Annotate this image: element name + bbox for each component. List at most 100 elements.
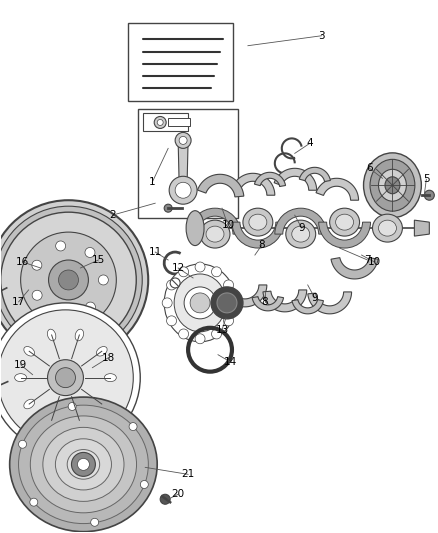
Circle shape [0,303,140,453]
Circle shape [85,302,95,312]
Ellipse shape [164,264,236,342]
Ellipse shape [24,346,35,356]
Circle shape [0,200,148,360]
Circle shape [59,270,78,290]
Ellipse shape [364,153,421,217]
Circle shape [0,206,142,354]
Circle shape [18,440,27,448]
Text: 8: 8 [261,297,268,307]
Ellipse shape [378,220,396,236]
Ellipse shape [249,214,267,230]
Circle shape [217,293,237,313]
Ellipse shape [292,226,310,242]
Circle shape [49,260,88,300]
Ellipse shape [174,274,226,332]
Circle shape [68,402,76,410]
Text: 16: 16 [16,257,29,267]
Ellipse shape [47,415,56,426]
Circle shape [184,287,216,319]
Text: 13: 13 [215,325,229,335]
Text: 14: 14 [223,357,237,367]
Circle shape [160,494,170,504]
Circle shape [170,278,180,288]
Circle shape [56,241,66,251]
Circle shape [166,316,177,326]
Polygon shape [316,178,359,200]
Circle shape [1,212,136,348]
Bar [143,114,188,132]
Ellipse shape [372,214,403,242]
Circle shape [179,267,189,277]
Text: 4: 4 [307,139,313,148]
Circle shape [169,176,197,204]
Polygon shape [292,300,323,314]
Text: 20: 20 [172,489,185,499]
Circle shape [91,518,99,526]
Circle shape [175,132,191,148]
Circle shape [211,287,243,319]
Circle shape [195,262,205,272]
Ellipse shape [206,226,224,242]
Text: 9: 9 [311,293,318,303]
Wedge shape [189,208,241,234]
Circle shape [56,309,66,319]
Circle shape [179,329,189,339]
Polygon shape [308,292,352,314]
Ellipse shape [96,346,107,356]
Circle shape [228,298,238,308]
Circle shape [212,329,222,339]
Circle shape [162,298,172,308]
Circle shape [424,190,434,200]
Circle shape [99,275,108,285]
Circle shape [223,316,233,326]
Ellipse shape [186,211,204,246]
Text: 11: 11 [148,247,162,257]
Ellipse shape [75,329,84,341]
Text: 8: 8 [258,240,265,250]
Ellipse shape [330,208,360,236]
Text: 9: 9 [298,223,305,233]
Text: 2: 2 [109,210,116,220]
Ellipse shape [67,449,100,479]
Bar [138,109,238,218]
Circle shape [85,247,95,257]
Ellipse shape [286,220,316,248]
Polygon shape [274,168,317,190]
Circle shape [140,480,148,488]
Circle shape [179,136,187,144]
Ellipse shape [75,415,84,426]
Ellipse shape [200,220,230,248]
Polygon shape [232,173,275,195]
Ellipse shape [14,374,27,382]
Text: 10: 10 [221,220,234,230]
Text: 18: 18 [102,353,115,363]
Circle shape [48,360,83,395]
Polygon shape [331,257,378,279]
Ellipse shape [30,416,137,513]
Text: 5: 5 [423,174,430,184]
Ellipse shape [385,177,400,193]
Circle shape [56,368,75,387]
Circle shape [154,117,166,128]
Circle shape [195,334,205,344]
Ellipse shape [18,405,148,523]
Ellipse shape [43,427,124,502]
Wedge shape [319,222,371,248]
Polygon shape [414,220,429,236]
Circle shape [71,453,95,477]
Polygon shape [252,297,283,311]
Circle shape [129,423,137,431]
Text: 10: 10 [368,257,381,267]
Polygon shape [254,172,286,187]
Circle shape [212,267,222,277]
Circle shape [223,280,233,290]
Ellipse shape [104,374,117,382]
Polygon shape [178,140,188,183]
Ellipse shape [10,397,157,531]
Polygon shape [299,167,330,182]
Text: 17: 17 [12,297,25,307]
Bar [168,118,190,126]
Text: 3: 3 [318,31,325,41]
Ellipse shape [243,208,273,236]
Circle shape [32,260,42,270]
